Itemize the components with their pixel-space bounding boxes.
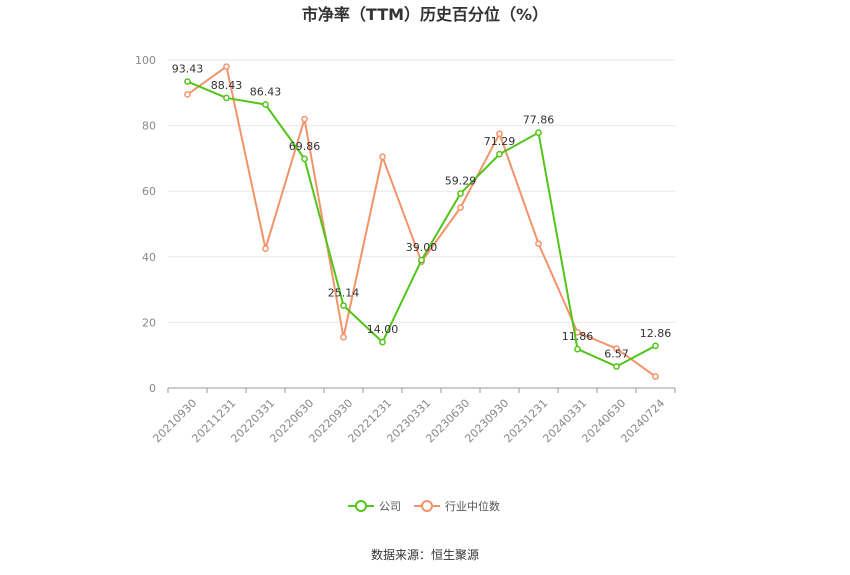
point-industry [262, 245, 269, 252]
data-label: 6.57 [604, 347, 629, 360]
data-label: 12.86 [640, 327, 672, 340]
data-label: 88.43 [211, 79, 243, 92]
data-label: 14.00 [367, 323, 399, 336]
chart-title: 市净率（TTM）历史百分位（%） [302, 5, 548, 24]
point-industry [184, 91, 191, 98]
point-company [262, 101, 269, 108]
point-industry [223, 63, 230, 70]
data-labels: 93.43 88.43 86.43 69.86 25.14 14.00 39.00 59.29… [172, 63, 672, 361]
y-tick-label: 40 [142, 251, 156, 264]
point-company [535, 129, 542, 136]
legend-item-company[interactable]: 公司 [348, 500, 401, 513]
grid [168, 59, 675, 323]
legend[interactable]: 公司 行业中位数 [348, 499, 500, 513]
legend-item-industry[interactable]: 行业中位数 [414, 499, 500, 513]
legend-marker [421, 500, 433, 512]
point-industry [457, 204, 464, 211]
data-label: 77.86 [523, 114, 555, 127]
data-label: 25.14 [328, 287, 360, 300]
legend-marker [355, 500, 367, 512]
point-industry [379, 153, 386, 161]
y-axis: 0 20 40 60 80 100 [135, 54, 156, 395]
point-industry [496, 130, 503, 138]
legend-label: 行业中位数 [445, 499, 500, 513]
point-company [574, 345, 581, 353]
point-company [613, 363, 620, 370]
point-company [223, 94, 230, 102]
point-company [184, 78, 191, 85]
point-company [418, 256, 425, 264]
y-tick-label: 60 [142, 185, 156, 198]
data-label: 11.86 [562, 330, 594, 343]
x-axis: 2021093020211231202203312022063020220930… [150, 387, 676, 445]
point-company [379, 338, 386, 346]
point-industry [535, 240, 542, 248]
series-layer [184, 63, 659, 380]
data-label: 71.29 [484, 135, 516, 148]
point-industry [613, 345, 620, 352]
point-company [340, 302, 347, 309]
point-company [457, 190, 464, 197]
data-label: 93.43 [172, 63, 204, 76]
series-line-company [187, 80, 656, 368]
data-label: 39.00 [406, 241, 438, 254]
point-industry [340, 333, 347, 341]
point-industry [301, 115, 308, 123]
y-tick-label: 0 [149, 382, 156, 395]
point-company [652, 342, 659, 350]
legend-label: 公司 [379, 500, 401, 513]
point-industry [652, 373, 659, 380]
source-note: 数据来源：恒生聚源 [371, 547, 479, 562]
y-tick-label: 80 [142, 120, 156, 133]
data-label: 59.29 [445, 175, 477, 188]
y-tick-label: 100 [135, 54, 156, 67]
point-company [301, 155, 308, 163]
y-tick-label: 20 [142, 316, 156, 329]
point-company [496, 150, 503, 158]
data-label: 69.86 [289, 140, 321, 153]
data-label: 86.43 [250, 86, 282, 99]
